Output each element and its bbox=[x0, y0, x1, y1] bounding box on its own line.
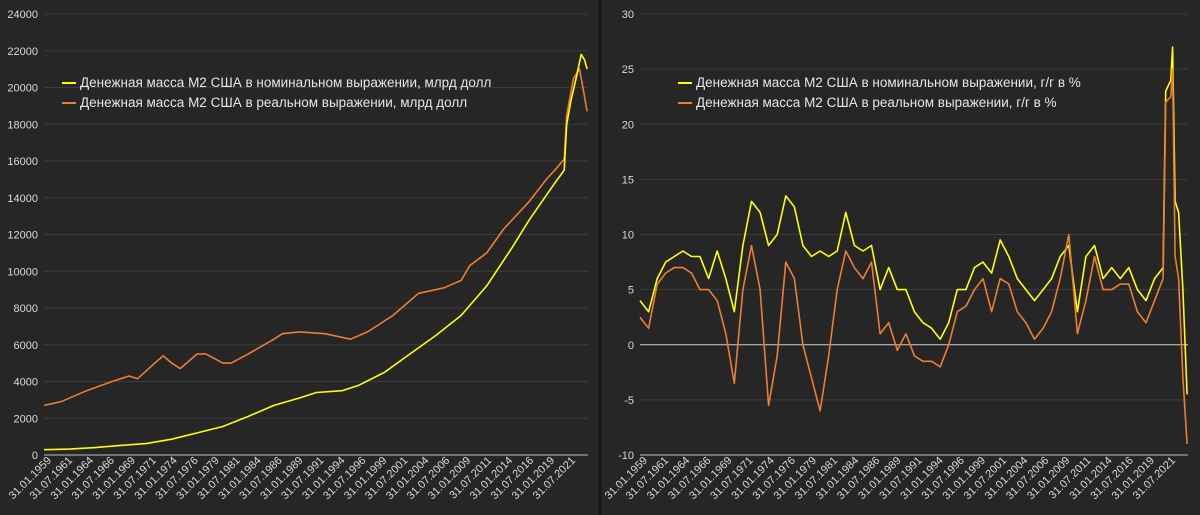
legend-label: Денежная масса М2 США в номинальном выра… bbox=[80, 75, 491, 90]
series-line-real bbox=[43, 68, 588, 407]
yoy-change-chart: -10-505101520253031.01.195931.07.196131.… bbox=[603, 9, 1188, 502]
y-tick-label: 15 bbox=[622, 174, 634, 186]
y-tick-label: 14000 bbox=[7, 193, 38, 205]
panel-divider bbox=[598, 0, 602, 515]
y-tick-label: 4000 bbox=[14, 377, 38, 389]
legend-label: Денежная масса М2 США в номинальном выра… bbox=[696, 75, 1081, 90]
y-tick-label: 0 bbox=[628, 340, 634, 352]
y-tick-label: 2000 bbox=[14, 413, 38, 425]
series-line-nominal bbox=[43, 53, 588, 451]
y-tick-label: 12000 bbox=[7, 230, 38, 242]
y-tick-label: 6000 bbox=[14, 340, 38, 352]
y-tick-label: 0 bbox=[32, 450, 38, 462]
y-tick-label: 30 bbox=[622, 9, 634, 21]
nominal-real-level-chart: 0 2000 4000 6000 8000 10000 12000 14000 16000 180… bbox=[7, 9, 588, 502]
y-tick-label: 8000 bbox=[14, 303, 38, 315]
y-tick-label: 10 bbox=[622, 230, 634, 242]
y-tick-label: 16000 bbox=[7, 156, 38, 168]
legend-label: Денежная масса М2 США в реальном выражен… bbox=[696, 95, 1057, 110]
y-tick-label: 20 bbox=[622, 119, 634, 131]
legend-label: Денежная масса М2 США в реальном выражен… bbox=[80, 95, 467, 110]
series-line-real bbox=[639, 68, 1188, 445]
y-tick-label: 5 bbox=[628, 285, 634, 297]
y-tick-label: 18000 bbox=[7, 119, 38, 131]
series-line-nominal bbox=[639, 46, 1188, 395]
y-tick-label: 20000 bbox=[7, 83, 38, 95]
y-tick-label: 25 bbox=[622, 64, 634, 76]
y-tick-label: 24000 bbox=[7, 9, 38, 21]
y-tick-label: -5 bbox=[624, 395, 634, 407]
y-tick-label: -10 bbox=[618, 450, 634, 462]
y-tick-label: 22000 bbox=[7, 46, 38, 58]
y-tick-label: 10000 bbox=[7, 266, 38, 278]
